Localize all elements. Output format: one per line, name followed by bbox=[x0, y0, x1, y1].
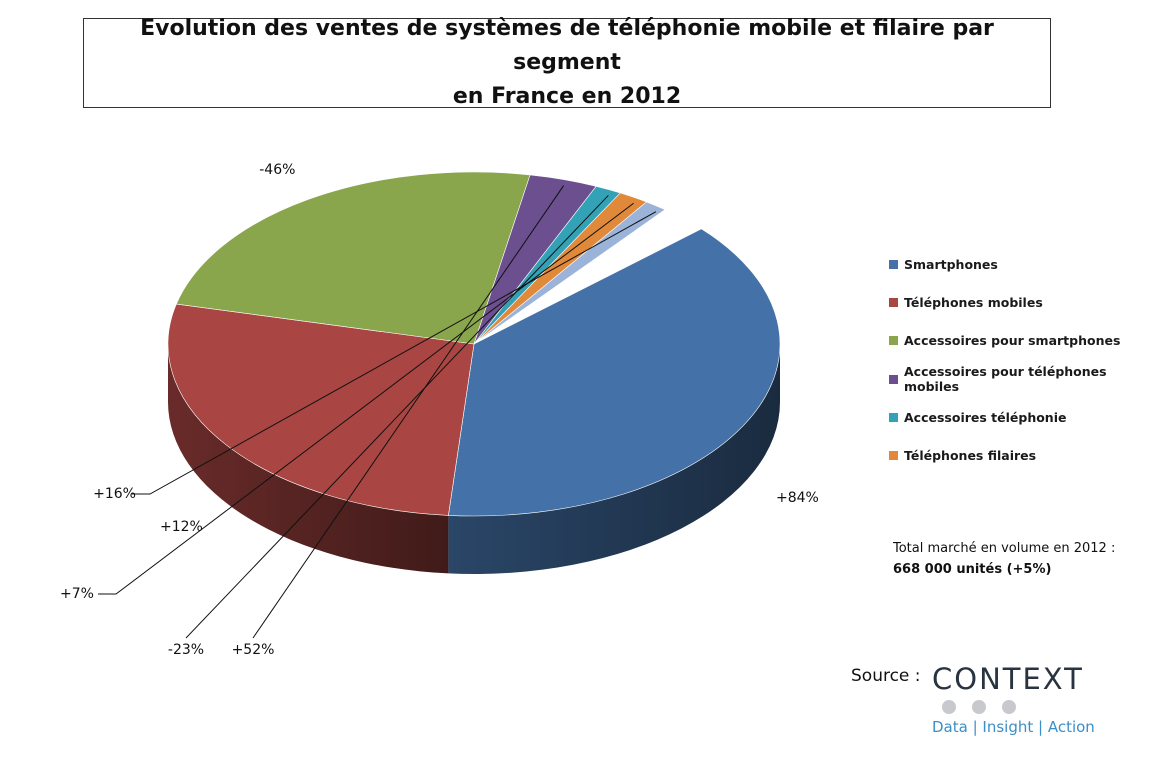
legend-label-telephones-mobiles: Téléphones mobiles bbox=[904, 294, 1043, 310]
growth-label-unlabeled: +16% bbox=[93, 486, 136, 502]
leader-line-telephones-filaires bbox=[98, 202, 634, 595]
legend-swatch-accessoires-telephonie bbox=[889, 412, 898, 422]
legend-item-accessoires-telephonie: Accessoires téléphonie bbox=[889, 398, 1161, 436]
pie-side-smartphones bbox=[448, 344, 780, 575]
chart-title-box: Evolution des ventes de systèmes de télé… bbox=[83, 16, 1051, 109]
legend-label-accessoires-pour-smartphones: Accessoires pour smartphones bbox=[904, 333, 1121, 349]
growth-label-accessoires-telephonie: -23% bbox=[168, 642, 204, 658]
pie-slice-telephones-mobiles bbox=[167, 303, 475, 516]
leader-line-unlabeled bbox=[132, 211, 657, 495]
legend-item-telephones-filaires: Téléphones filaires bbox=[889, 436, 1161, 474]
legend-label-accessoires-telephonie: Accessoires téléphonie bbox=[904, 409, 1067, 425]
chart-title-line-1: Evolution des ventes de systèmes de télé… bbox=[140, 16, 994, 75]
legend-swatch-telephones-filaires bbox=[889, 451, 898, 461]
growth-label-smartphones: +84% bbox=[776, 490, 819, 506]
chart-legend: Smartphones Téléphones mobiles Accessoires… bbox=[889, 245, 1161, 475]
market-total: Total marché en volume en 2012 : 668 000… bbox=[893, 538, 1115, 580]
growth-label-telephones-filaires: +7% bbox=[60, 586, 94, 602]
legend-swatch-accessoires-pour-smartphones bbox=[889, 336, 898, 346]
pie-side-walls bbox=[168, 344, 780, 575]
market-total-label: Total marché en volume en 2012 : bbox=[893, 541, 1116, 556]
pie-side-telephones-mobiles bbox=[168, 344, 449, 574]
pie-top bbox=[167, 171, 781, 517]
legend-item-telephones-mobiles: Téléphones mobiles bbox=[889, 283, 1161, 321]
growth-label-telephones-mobiles: +12% bbox=[160, 519, 203, 535]
legend-item-accessoires-pour-telephones-mobiles: Accessoires pour téléphones mobiles bbox=[889, 360, 1161, 398]
context-logo: CONTEXT Data | Insight | Action bbox=[932, 662, 1122, 747]
pie-slice-unlabeled bbox=[473, 201, 666, 345]
source-label: Source : bbox=[851, 666, 921, 686]
chart-title-line-2: en France en 2012 bbox=[452, 84, 682, 109]
context-logo-tagline: Data | Insight | Action bbox=[932, 718, 1095, 736]
legend-label-telephones-filaires: Téléphones filaires bbox=[904, 448, 1037, 464]
growth-label-accessoires-pour-smartphones: -46% bbox=[259, 162, 295, 178]
legend-swatch-telephones-mobiles bbox=[889, 297, 898, 307]
context-logo-word: CONTEXT bbox=[932, 662, 1084, 696]
leader-line-accessoires-pour-telephones-mobiles bbox=[252, 185, 565, 639]
pie-labels: +84% +12% -46% +52% -23% +7% +16% bbox=[60, 162, 819, 658]
leader-line-accessoires-telephonie bbox=[185, 195, 609, 639]
pie-slice-accessoires-pour-smartphones bbox=[175, 171, 531, 345]
legend-label-accessoires-pour-telephones-mobiles: Accessoires pour téléphones mobiles bbox=[904, 364, 1107, 395]
growth-label-accessoires-pour-telephones-mobiles: +52% bbox=[232, 642, 275, 658]
legend-swatch-smartphones bbox=[889, 259, 898, 269]
pie-slice-smartphones bbox=[448, 228, 781, 517]
legend-item-smartphones: Smartphones bbox=[889, 245, 1161, 283]
legend-item-accessoires-pour-smartphones: Accessoires pour smartphones bbox=[889, 322, 1161, 360]
legend-label-smartphones: Smartphones bbox=[904, 256, 998, 272]
logo-dots-icon bbox=[942, 700, 1122, 714]
market-total-value: 668 000 unités (+5%) bbox=[893, 562, 1052, 577]
legend-swatch-accessoires-pour-telephones-mobiles bbox=[889, 374, 898, 384]
